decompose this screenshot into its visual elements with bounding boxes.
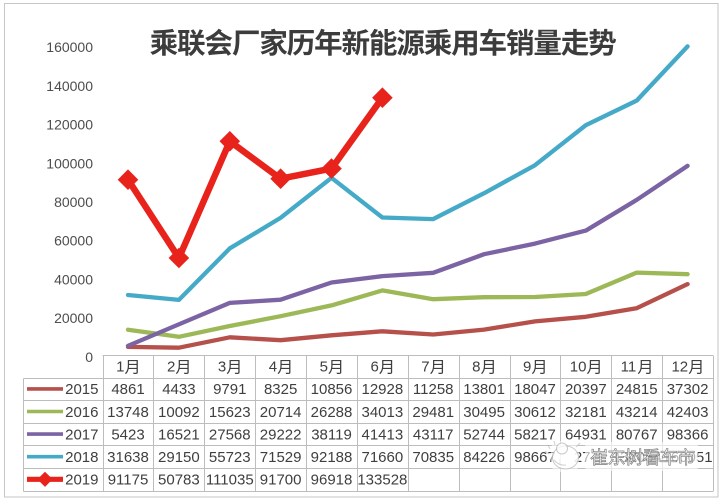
svg-text:98667: 98667	[514, 449, 556, 466]
svg-text:9791: 9791	[213, 381, 246, 398]
svg-text:32181: 32181	[565, 404, 607, 421]
svg-text:91700: 91700	[260, 472, 302, 489]
svg-text:5: 5	[320, 359, 328, 376]
svg-text:91175: 91175	[108, 472, 149, 489]
svg-text:2017: 2017	[65, 426, 98, 443]
svg-text:10: 10	[570, 359, 587, 376]
svg-text:30495: 30495	[463, 404, 505, 421]
svg-text:16521: 16521	[158, 426, 200, 443]
svg-text:52744: 52744	[463, 426, 505, 443]
svg-text:43214: 43214	[616, 404, 658, 421]
svg-text:8: 8	[472, 359, 480, 376]
svg-text:64931: 64931	[565, 426, 607, 443]
svg-text:80767: 80767	[616, 426, 658, 443]
svg-text:8325: 8325	[264, 381, 297, 398]
svg-text:4433: 4433	[162, 381, 195, 398]
svg-text:1: 1	[116, 359, 124, 376]
svg-text:20397: 20397	[565, 381, 607, 398]
svg-text:20000: 20000	[54, 310, 93, 326]
svg-text:60000: 60000	[54, 233, 93, 249]
svg-text:27568: 27568	[209, 426, 251, 443]
svg-text:38119: 38119	[311, 426, 352, 443]
svg-text:6: 6	[370, 359, 378, 376]
svg-text:2018: 2018	[65, 449, 98, 466]
svg-text:3: 3	[218, 359, 226, 376]
svg-text:12928: 12928	[362, 381, 404, 398]
svg-text:0: 0	[85, 349, 93, 365]
svg-text:24815: 24815	[616, 381, 658, 398]
svg-text:43117: 43117	[413, 426, 454, 443]
svg-text:2: 2	[167, 359, 175, 376]
svg-text:58217: 58217	[514, 426, 556, 443]
svg-text:13801: 13801	[463, 381, 505, 398]
svg-text:98366: 98366	[667, 426, 709, 443]
svg-text:2016: 2016	[65, 404, 98, 421]
svg-text:71660: 71660	[362, 449, 404, 466]
svg-text:111035: 111035	[206, 472, 254, 489]
svg-text:100000: 100000	[46, 155, 93, 171]
svg-text:41413: 41413	[362, 426, 404, 443]
svg-text:84226: 84226	[463, 449, 505, 466]
svg-text:96918: 96918	[311, 472, 353, 489]
svg-text:13748: 13748	[107, 404, 149, 421]
svg-text:92188: 92188	[311, 449, 353, 466]
svg-text:12: 12	[671, 359, 688, 376]
svg-text:10092: 10092	[158, 404, 200, 421]
svg-text:55723: 55723	[209, 449, 251, 466]
svg-text:2019: 2019	[65, 472, 98, 489]
svg-text:120000: 120000	[46, 117, 93, 133]
svg-text:50783: 50783	[158, 472, 200, 489]
svg-text:4: 4	[269, 359, 277, 376]
svg-text:40000: 40000	[54, 271, 93, 287]
svg-text:11: 11	[621, 359, 637, 376]
svg-text:42403: 42403	[667, 404, 709, 421]
svg-text:34013: 34013	[362, 404, 404, 421]
svg-text:7: 7	[421, 359, 429, 376]
svg-text:29481: 29481	[412, 404, 454, 421]
svg-text:29150: 29150	[158, 449, 200, 466]
svg-text:80000: 80000	[54, 194, 93, 210]
svg-text:133528: 133528	[357, 472, 407, 489]
svg-text:11258: 11258	[413, 381, 454, 398]
svg-text:20714: 20714	[260, 404, 302, 421]
svg-text:29222: 29222	[260, 426, 302, 443]
svg-text:10856: 10856	[311, 381, 353, 398]
svg-text:26288: 26288	[311, 404, 353, 421]
svg-text:5423: 5423	[111, 426, 144, 443]
svg-text:15623: 15623	[209, 404, 251, 421]
svg-text:18047: 18047	[514, 381, 556, 398]
svg-text:4861: 4861	[111, 381, 144, 398]
svg-text:160000: 160000	[46, 39, 93, 55]
svg-text:37302: 37302	[667, 381, 709, 398]
svg-text:9: 9	[523, 359, 531, 376]
svg-text:140000: 140000	[46, 78, 93, 94]
svg-text:2015: 2015	[65, 381, 98, 398]
svg-text:31638: 31638	[107, 449, 149, 466]
svg-text:71529: 71529	[260, 449, 302, 466]
svg-text:70835: 70835	[412, 449, 454, 466]
svg-text:30612: 30612	[514, 404, 556, 421]
